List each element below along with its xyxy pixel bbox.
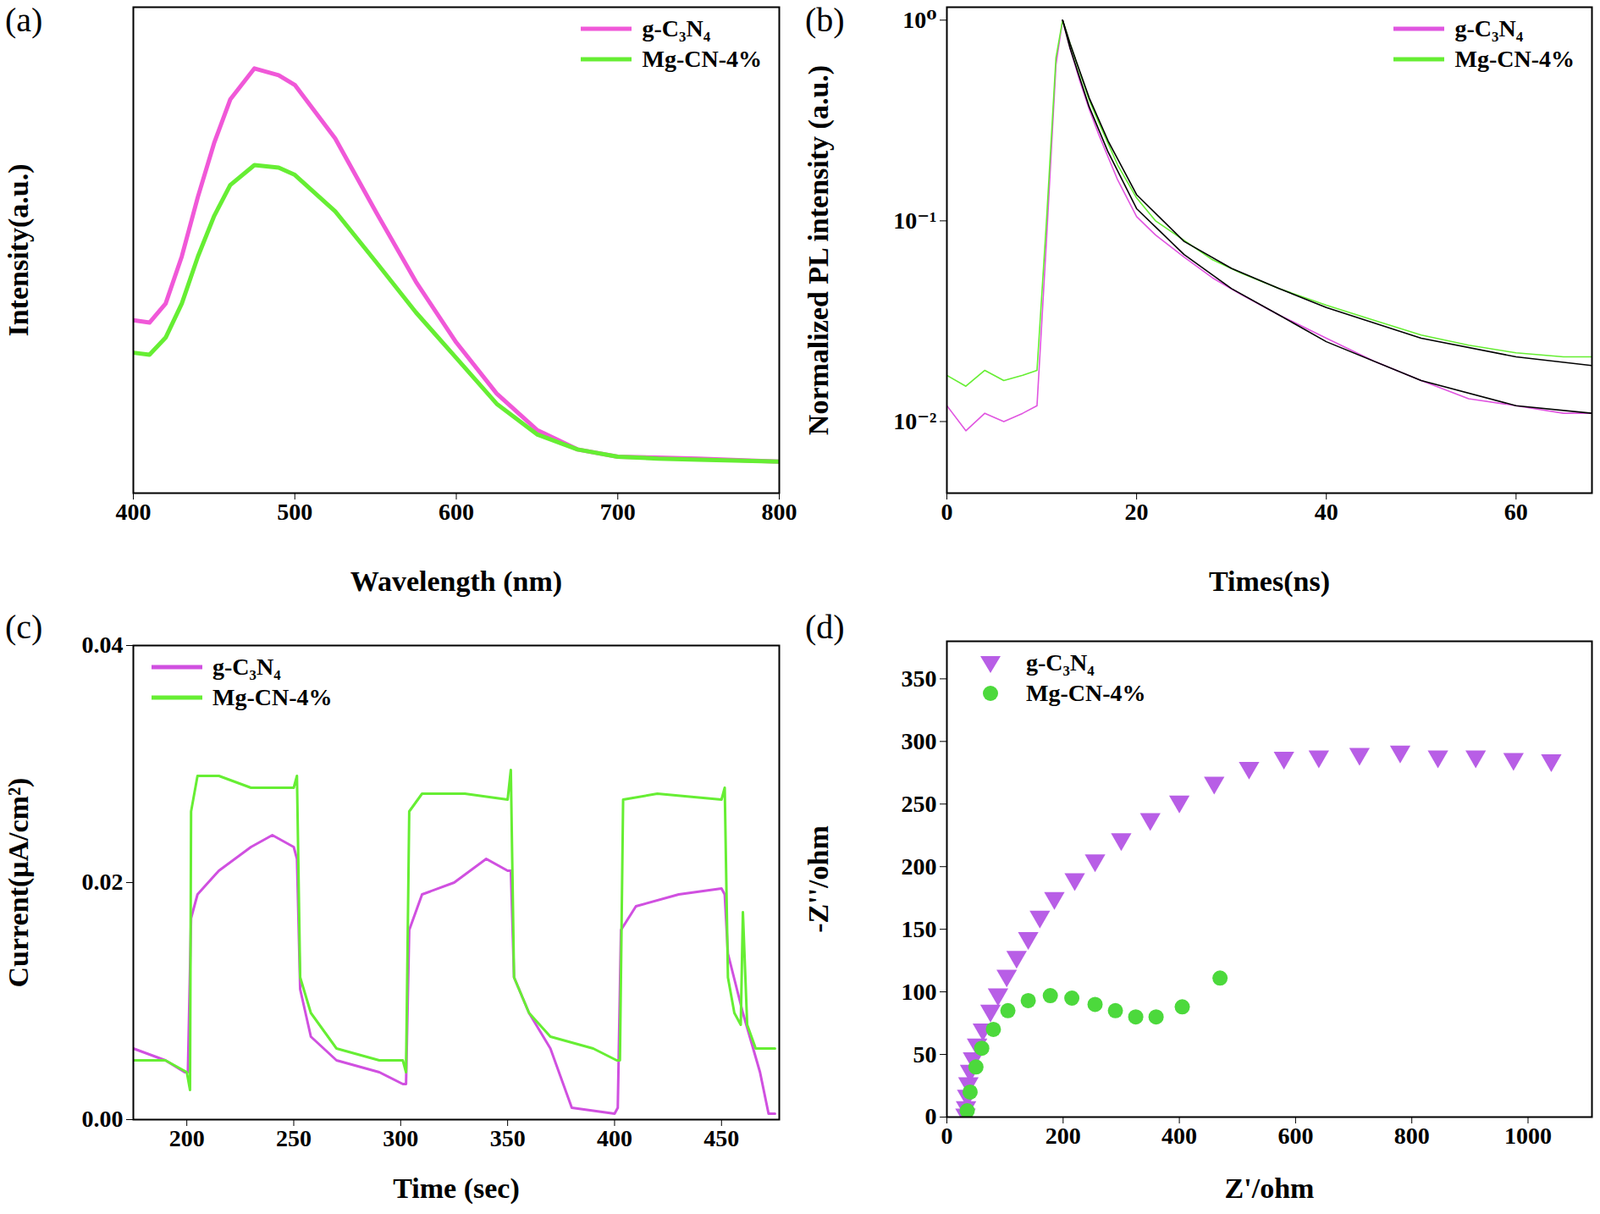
svg-text:10⁻¹: 10⁻¹ [893,207,937,234]
svg-text:Normalized PL intensity (a.u.): Normalized PL intensity (a.u.) [802,65,835,436]
svg-text:0.04: 0.04 [82,631,124,658]
html-text:Mg-CN-4%: Mg-CN-4% [1454,45,1575,72]
svg-text:1000: 1000 [1504,1122,1552,1149]
svg-text:50: 50 [913,1041,938,1068]
svg-text:Z'/ohm: Z'/ohm [1224,1172,1315,1204]
svg-text:Times(ns): Times(ns) [1208,565,1330,598]
svg-text:500: 500 [276,498,313,525]
svg-text:20: 20 [1125,498,1149,525]
svg-text:0: 0 [941,498,954,525]
svg-text:250: 250 [901,790,938,817]
svg-text:400: 400 [115,498,152,525]
html-text:Mg-CN-4%: Mg-CN-4% [1026,679,1146,707]
svg-text:350: 350 [490,1125,526,1152]
svg-text:Intensity(a.u.): Intensity(a.u.) [2,163,35,337]
svg-text:Current(μA/cm²): Current(μA/cm²) [2,777,35,988]
svg-text:0.02: 0.02 [82,868,124,895]
html-text:(a): (a) [5,0,43,39]
svg-text:-Z''/ohm: -Z''/ohm [802,825,834,933]
svg-text:150: 150 [901,915,938,943]
svg-text:450: 450 [703,1125,740,1152]
svg-text:0.00: 0.00 [82,1105,124,1132]
svg-text:300: 300 [382,1125,419,1152]
svg-text:10⁻²: 10⁻² [893,408,937,435]
svg-text:600: 600 [1277,1122,1314,1149]
svg-text:10⁰: 10⁰ [902,6,937,34]
svg-text:0: 0 [925,1103,938,1130]
svg-text:0: 0 [941,1122,954,1149]
html-text:g-C₃N₄: g-C₃N₄ [1026,649,1095,676]
svg-text:60: 60 [1504,498,1529,525]
svg-text:800: 800 [761,498,798,525]
svg-text:Time (sec): Time (sec) [392,1172,519,1205]
html-text:Mg-CN-4%: Mg-CN-4% [642,45,762,72]
html-text:(b): (b) [805,0,845,39]
html-text:Mg-CN-4%: Mg-CN-4% [212,684,333,711]
svg-text:350: 350 [901,665,938,692]
svg-text:200: 200 [1045,1122,1082,1149]
html-text:g-C₃N₄: g-C₃N₄ [212,653,281,680]
html-text:g-C₃N₄: g-C₃N₄ [642,15,711,42]
svg-text:200: 200 [901,853,938,880]
html-text:g-C₃N₄: g-C₃N₄ [1454,15,1523,42]
svg-text:100: 100 [901,978,938,1005]
svg-text:40: 40 [1314,498,1339,525]
svg-text:400: 400 [1161,1122,1198,1149]
svg-text:800: 800 [1394,1122,1430,1149]
svg-text:250: 250 [275,1125,312,1152]
html-text:(c): (c) [5,607,43,646]
svg-text:600: 600 [438,498,475,525]
svg-text:700: 700 [600,498,636,525]
html-text:(d): (d) [805,607,845,646]
svg-text:200: 200 [169,1125,205,1152]
svg-text:400: 400 [596,1125,633,1152]
svg-text:300: 300 [901,728,938,755]
svg-text:Wavelength (nm): Wavelength (nm) [350,565,563,598]
